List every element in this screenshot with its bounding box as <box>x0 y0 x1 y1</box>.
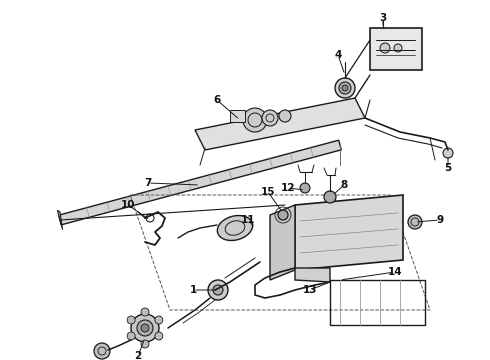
Text: 7: 7 <box>145 178 152 188</box>
Bar <box>370 28 422 70</box>
Circle shape <box>213 285 223 295</box>
Polygon shape <box>270 205 295 280</box>
Polygon shape <box>295 195 403 270</box>
Circle shape <box>137 320 153 336</box>
Circle shape <box>300 183 310 193</box>
Ellipse shape <box>218 216 253 240</box>
Polygon shape <box>295 268 330 282</box>
Circle shape <box>208 280 228 300</box>
Circle shape <box>342 85 348 91</box>
Bar <box>230 110 245 122</box>
Text: 11: 11 <box>241 215 255 225</box>
Circle shape <box>94 343 110 359</box>
Circle shape <box>339 82 351 94</box>
Circle shape <box>141 324 149 332</box>
Bar <box>330 280 425 325</box>
Circle shape <box>141 308 149 316</box>
Text: 14: 14 <box>388 267 402 277</box>
Circle shape <box>394 44 402 52</box>
Circle shape <box>262 110 278 126</box>
Polygon shape <box>59 140 342 225</box>
Circle shape <box>443 148 453 158</box>
Text: 15: 15 <box>261 187 275 197</box>
Circle shape <box>324 191 336 203</box>
Text: 13: 13 <box>303 285 317 295</box>
Polygon shape <box>195 98 365 150</box>
Circle shape <box>408 215 422 229</box>
Text: 12: 12 <box>281 183 295 193</box>
Circle shape <box>380 43 390 53</box>
Text: 6: 6 <box>213 95 220 105</box>
Text: 4: 4 <box>334 50 342 60</box>
Circle shape <box>278 210 288 220</box>
Polygon shape <box>57 210 63 230</box>
Text: 2: 2 <box>134 351 142 360</box>
Circle shape <box>141 340 149 348</box>
Text: 5: 5 <box>444 163 452 173</box>
Circle shape <box>155 332 163 340</box>
Text: 3: 3 <box>379 13 387 23</box>
Circle shape <box>279 110 291 122</box>
Circle shape <box>127 316 135 324</box>
Circle shape <box>243 108 267 132</box>
Circle shape <box>127 332 135 340</box>
Circle shape <box>131 314 159 342</box>
Text: 9: 9 <box>437 215 443 225</box>
Text: 10: 10 <box>121 200 135 210</box>
Text: 1: 1 <box>189 285 196 295</box>
Circle shape <box>155 316 163 324</box>
Text: 8: 8 <box>341 180 347 190</box>
Circle shape <box>335 78 355 98</box>
